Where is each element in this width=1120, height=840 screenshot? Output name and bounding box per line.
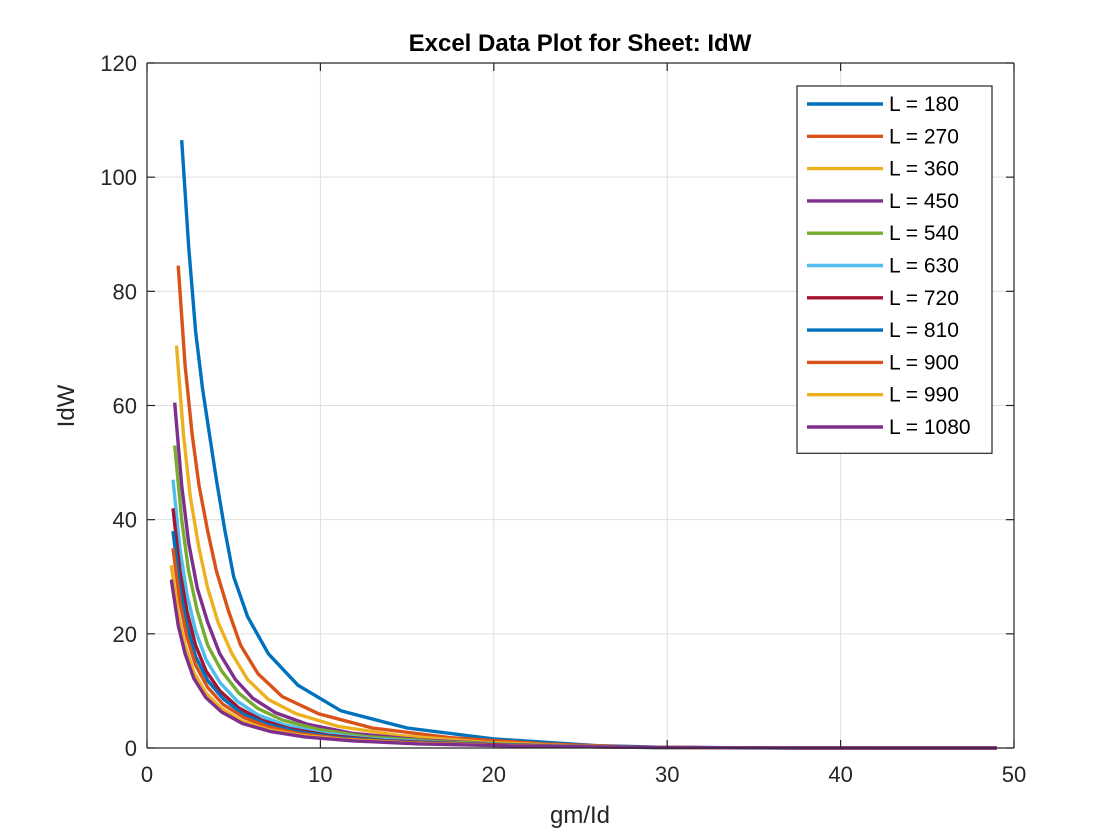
legend-entry: L = 900: [889, 351, 959, 374]
legend-entry: L = 1080: [889, 416, 971, 439]
x-tick-label: 30: [655, 762, 679, 787]
y-tick-label: 100: [100, 165, 137, 190]
legend-entry: L = 990: [889, 384, 959, 407]
axes: [146, 62, 1015, 749]
y-tick-label: 0: [125, 736, 137, 761]
y-tick-label: 20: [113, 622, 137, 647]
x-axis-label: gm/Id: [550, 802, 610, 829]
legend-box: [796, 85, 993, 454]
legend-entry: L = 360: [889, 158, 959, 181]
chart-title: Excel Data Plot for Sheet: IdW: [409, 30, 752, 57]
legend-entry: L = 540: [889, 222, 959, 245]
x-tick-label: 50: [1002, 762, 1026, 787]
legend-entry: L = 810: [889, 319, 959, 342]
legend-entry: L = 450: [889, 190, 959, 213]
y-axis-label: IdW: [53, 384, 80, 427]
y-tick-label: 40: [113, 508, 137, 533]
x-tick-label: 40: [828, 762, 852, 787]
x-tick-label: 10: [308, 762, 332, 787]
y-tick-label: 80: [113, 279, 137, 304]
legend-entry: L = 720: [889, 287, 959, 310]
tick-labels: 0 10 20 30 40 50 0 20 40 60 80 100 120: [100, 51, 1026, 787]
x-tick-label: 0: [141, 762, 153, 787]
legend: L = 180 L = 270 L = 360 L = 450 L = 540 L = 6…: [796, 85, 993, 454]
legend-entry: L = 630: [889, 255, 959, 278]
legend-entry: L = 180: [889, 93, 959, 116]
legend-entry: L = 270: [889, 125, 959, 148]
y-tick-label: 60: [113, 394, 137, 419]
x-tick-label: 20: [482, 762, 506, 787]
y-tick-label: 120: [100, 51, 137, 76]
